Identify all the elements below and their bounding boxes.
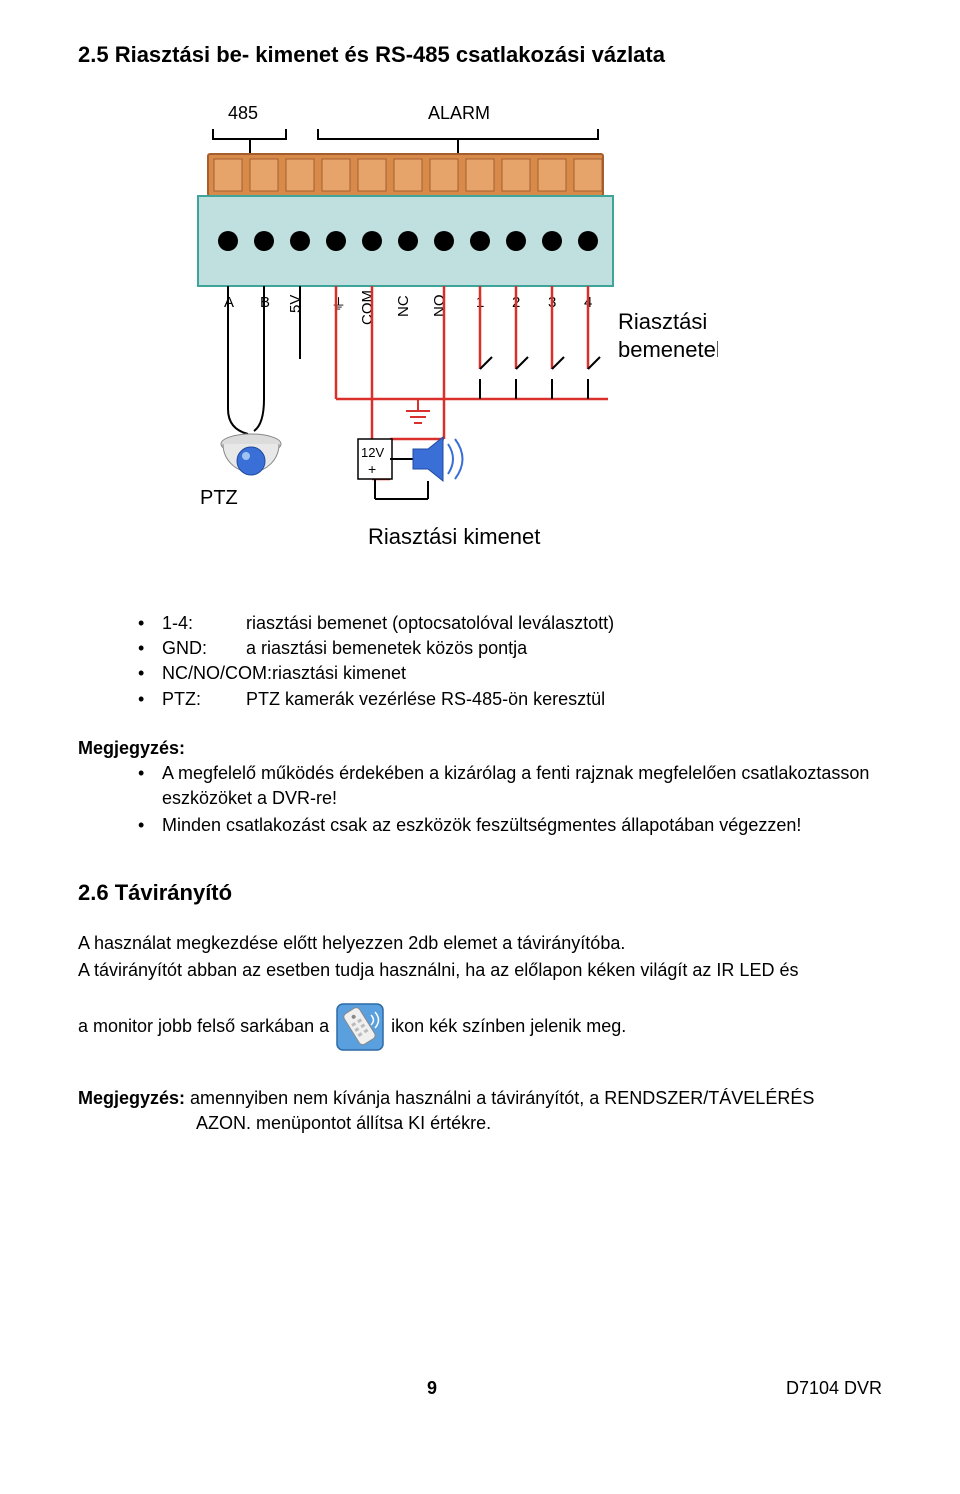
terminal-screws bbox=[214, 159, 602, 191]
diagram-label-ptz: PTZ bbox=[200, 487, 238, 509]
def-desc-2: a riasztási bemenetek közös pontja bbox=[246, 636, 882, 661]
def-term-4: PTZ: bbox=[162, 687, 246, 712]
diagram-label-bemenetek-1: Riasztási bbox=[618, 309, 707, 334]
section-2-5-title: 2.5 Riasztási be- kimenet és RS-485 csat… bbox=[78, 40, 882, 71]
def-term-3: NC/NO/COM:riasztási kimenet bbox=[162, 661, 406, 686]
diagram-label-bemenetek-2: bemenetek bbox=[618, 337, 718, 362]
diagram-label-kimenet: Riasztási kimenet bbox=[368, 524, 540, 549]
footnote-text-2: AZON. menüpontot állítsa KI értékre. bbox=[196, 1111, 882, 1136]
svg-text:COM: COM bbox=[359, 290, 376, 325]
svg-text:A: A bbox=[224, 294, 234, 311]
inline-text-after: ikon kék színben jelenik meg. bbox=[391, 1014, 626, 1039]
svg-text:5V: 5V bbox=[287, 294, 304, 312]
remote-icon-line: a monitor jobb felső sarkában a ikon kék… bbox=[78, 1002, 882, 1052]
speaker-icon bbox=[413, 437, 463, 481]
definition-list: • 1-4: riasztási bemenet (optocsatolóval… bbox=[138, 611, 882, 712]
svg-text:NC: NC bbox=[395, 295, 412, 317]
wiring-diagram: 485 ALARM bbox=[158, 99, 882, 576]
footnote: Megjegyzés: amennyiben nem kívánja haszn… bbox=[78, 1086, 882, 1136]
alarm-input-wires bbox=[336, 286, 608, 399]
note-label: Megjegyzés: bbox=[78, 736, 882, 761]
svg-text:B: B bbox=[260, 294, 270, 311]
svg-text:12V: 12V bbox=[361, 445, 384, 460]
remote-paragraph-2: A távirányítót abban az esetben tudja ha… bbox=[78, 958, 882, 983]
note-1: A megfelelő működés érdekében a kizáróla… bbox=[162, 761, 882, 811]
def-term-1: 1-4: bbox=[162, 611, 246, 636]
def-term-2: GND: bbox=[162, 636, 246, 661]
page-footer: 9 D7104 DVR bbox=[78, 1376, 882, 1401]
footnote-label: Megjegyzés: bbox=[78, 1088, 185, 1108]
svg-text:NO: NO bbox=[431, 294, 448, 317]
pin-labels: A B 5V ⏚ COM NC NO 1 2 3 4 bbox=[224, 290, 592, 325]
note-list: • A megfelelő működés érdekében a kizáró… bbox=[138, 761, 882, 839]
svg-text:+: + bbox=[368, 461, 376, 477]
page-number: 9 bbox=[427, 1376, 437, 1401]
remote-paragraph-1: A használat megkezdése előtt helyezzen 2… bbox=[78, 931, 882, 956]
note-2: Minden csatlakozást csak az eszközök fes… bbox=[162, 813, 882, 838]
switch-symbols bbox=[480, 357, 600, 399]
inline-text-before: a monitor jobb felső sarkában a bbox=[78, 1014, 329, 1039]
doc-id: D7104 DVR bbox=[786, 1376, 882, 1401]
section-2-6-title: 2.6 Távirányító bbox=[78, 878, 882, 909]
footnote-text-1: amennyiben nem kívánja használni a távir… bbox=[185, 1088, 814, 1108]
svg-text:⏚: ⏚ bbox=[331, 296, 346, 313]
ground-symbol bbox=[406, 399, 430, 423]
ptz-camera-icon bbox=[221, 434, 281, 475]
remote-control-icon bbox=[335, 1002, 385, 1052]
diagram-label-alarm: ALARM bbox=[428, 103, 490, 123]
def-desc-1: riasztási bemenet (optocsatolóval levála… bbox=[246, 611, 882, 636]
diagram-label-485: 485 bbox=[228, 103, 258, 123]
def-desc-4: PTZ kamerák vezérlése RS-485-ön keresztü… bbox=[246, 687, 882, 712]
